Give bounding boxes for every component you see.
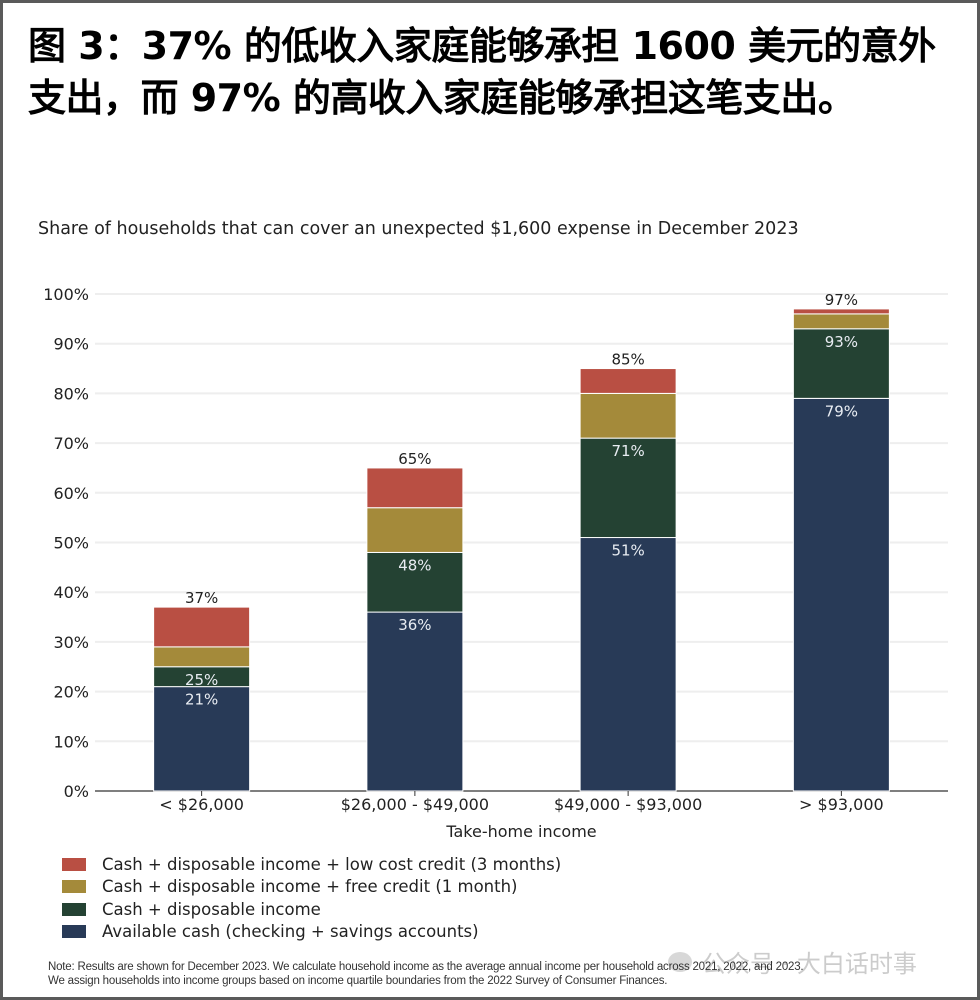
data-label: 51%: [611, 542, 644, 560]
bar-segment: [579, 537, 677, 792]
bar-segment: [792, 313, 890, 330]
figure-title: 图 3：37% 的低收入家庭能够承担 1600 美元的意外支出，而 97% 的高…: [28, 24, 936, 120]
bar-segment: [153, 606, 251, 648]
legend-item: Cash + disposable income + free credit (…: [62, 876, 561, 899]
y-tick-label: 100%: [43, 285, 89, 304]
legend: Cash + disposable income + low cost cred…: [62, 853, 561, 943]
data-label: 71%: [611, 442, 644, 460]
legend-swatch: [62, 902, 86, 916]
wechat-icon: [668, 951, 692, 972]
bar-segment: [579, 437, 677, 539]
x-tick-label: > $93,000: [799, 795, 884, 814]
legend-label: Cash + disposable income: [102, 899, 321, 919]
x-tick-label: < $26,000: [159, 795, 244, 814]
y-tick-label: 40%: [53, 583, 89, 602]
data-label: 79%: [825, 402, 858, 420]
y-tick-label: 0%: [64, 782, 89, 801]
y-tick-label: 80%: [53, 384, 89, 403]
bar-segment: [153, 686, 251, 792]
legend-label: Cash + disposable income + low cost cred…: [102, 854, 562, 874]
data-label: 37%: [185, 589, 218, 607]
y-tick-label: 20%: [53, 683, 89, 702]
data-label: 65%: [398, 450, 431, 468]
note-line: We assign households into income groups …: [48, 975, 668, 987]
y-tick-label: 60%: [53, 484, 89, 503]
legend-item: Available cash (checking + savings accou…: [62, 921, 561, 944]
bar-segment: [153, 646, 251, 668]
legend-swatch: [62, 925, 86, 939]
legend-label: Cash + disposable income + free credit (…: [102, 877, 518, 897]
y-tick-label: 30%: [53, 633, 89, 652]
legend-label: Available cash (checking + savings accou…: [102, 922, 479, 942]
bar-segment: [366, 507, 464, 553]
x-tick-label: $26,000 - $49,000: [341, 795, 489, 814]
bar-segment: [792, 397, 890, 792]
data-label: 97%: [825, 291, 858, 309]
chart-title: Share of households that can cover an un…: [38, 219, 799, 239]
data-label: 25%: [185, 671, 218, 689]
bar-segment: [579, 392, 677, 439]
bar-segment: [579, 368, 677, 394]
y-tick-label: 50%: [53, 534, 89, 553]
bar-segment: [366, 467, 464, 509]
bar-segment: [792, 328, 890, 399]
y-tick-label: 10%: [53, 732, 89, 751]
legend-swatch: [62, 880, 86, 894]
data-label: 48%: [398, 556, 431, 574]
note-line: Note: Results are shown for December 202…: [48, 961, 804, 973]
footnote: Note: Results are shown for December 202…: [48, 960, 804, 988]
data-label: 21%: [185, 691, 218, 709]
data-label: 93%: [825, 333, 858, 351]
watermark-text: 公众号 · 大白话时事: [702, 950, 917, 978]
watermark: 公众号 · 大白话时事: [668, 944, 917, 979]
bar-segment: [792, 308, 890, 315]
x-axis-title: Take-home income: [445, 822, 596, 841]
legend-swatch: [62, 857, 86, 871]
legend-item: Cash + disposable income + low cost cred…: [62, 853, 561, 876]
x-tick-label: $49,000 - $93,000: [554, 795, 702, 814]
bar-segment: [366, 551, 464, 613]
y-tick-label: 90%: [53, 335, 89, 354]
data-label: 85%: [611, 351, 644, 369]
data-label: 36%: [398, 616, 431, 634]
bar-segment: [366, 611, 464, 792]
y-tick-label: 70%: [53, 434, 89, 453]
legend-item: Cash + disposable income: [62, 898, 561, 921]
